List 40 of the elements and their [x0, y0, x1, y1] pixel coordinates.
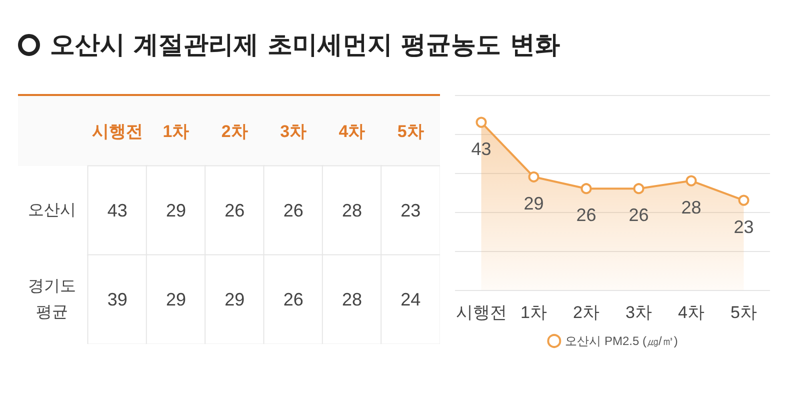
point [633, 183, 644, 194]
data-label: 43 [107, 200, 128, 220]
x-tick-label: 4차 [678, 303, 704, 322]
data-label: 26 [283, 200, 304, 220]
x-tick-label: 3차 [626, 303, 652, 322]
data-label: 29 [166, 200, 186, 220]
x-tick-label: 2차 [573, 303, 600, 322]
x-tick-label: 1차 [520, 303, 547, 322]
y-tick-label: 오산시 [28, 202, 76, 219]
x-tick-label: 3차 [280, 122, 307, 141]
data-label: 23 [734, 216, 754, 237]
x-tick-label: 1차 [162, 122, 190, 141]
data-label: 29 [224, 290, 245, 310]
x-tick-label: 시행전 [456, 303, 507, 322]
x-tick-label: 시행전 [92, 122, 143, 141]
point [528, 171, 540, 182]
y-tick-label: 경기도 평균 [28, 278, 76, 321]
data-label: 26 [628, 205, 649, 226]
x-tick-label: 5차 [730, 303, 757, 322]
data-label: 26 [576, 205, 596, 226]
x-tick-label: 5차 [397, 122, 424, 141]
data-label: 28 [342, 200, 362, 220]
point [580, 183, 592, 194]
data-label: 29 [524, 193, 544, 214]
point [686, 175, 697, 186]
point [476, 116, 487, 128]
data-label: 23 [400, 200, 421, 220]
chart-title: 오산시 계절관리제 초미세먼지 평균농도 변화 [50, 29, 560, 61]
data-label: 28 [681, 197, 702, 218]
legend-label: 오산시 PM2.5 (㎍/㎥) [565, 334, 678, 348]
data-label: 26 [283, 290, 304, 310]
data-label: 43 [471, 138, 492, 159]
data-label: 39 [107, 290, 128, 310]
x-tick-label: 2차 [221, 122, 248, 141]
data-label: 28 [342, 290, 362, 310]
data-label: 26 [224, 200, 245, 220]
data-label: 29 [166, 290, 186, 310]
x-tick-label: 4차 [338, 122, 366, 141]
point [738, 194, 750, 206]
data-label: 24 [400, 290, 421, 310]
